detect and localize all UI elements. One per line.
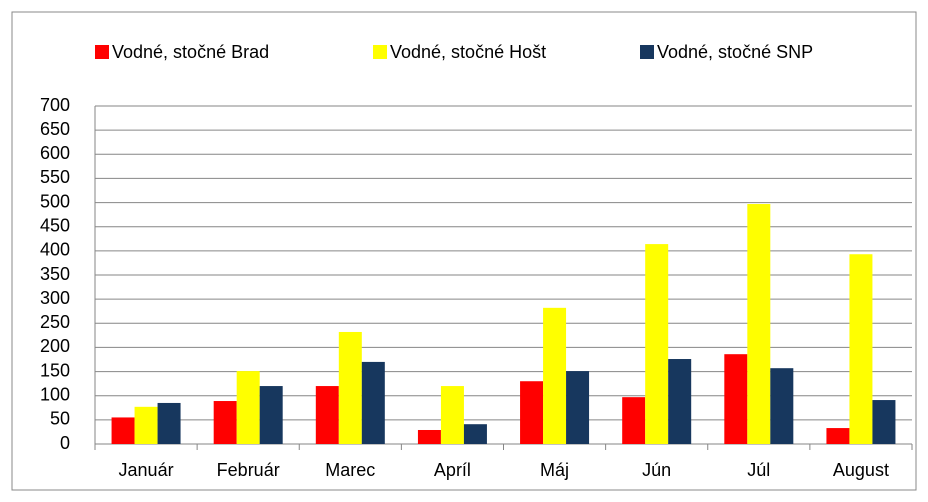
legend-swatch: [373, 45, 387, 59]
bar: [463, 424, 487, 444]
bar: [134, 406, 158, 444]
bar: [417, 429, 441, 444]
x-tick-label: Júl: [747, 460, 770, 480]
x-tick-label: Január: [119, 460, 174, 480]
y-tick-label: 0: [60, 433, 70, 453]
bar: [770, 368, 794, 444]
bar: [440, 386, 464, 444]
legend-label: Vodné, stočné Brad: [112, 42, 269, 62]
bar: [259, 386, 283, 444]
y-tick-label: 250: [40, 312, 70, 332]
x-tick-label: Máj: [540, 460, 569, 480]
bar: [872, 400, 896, 444]
y-tick-label: 550: [40, 167, 70, 187]
legend-label: Vodné, stočné SNP: [657, 42, 813, 62]
x-tick-label: Február: [217, 460, 280, 480]
y-tick-label: 300: [40, 288, 70, 308]
bar: [747, 204, 771, 444]
x-tick-label: Apríl: [434, 460, 471, 480]
bar: [111, 417, 135, 444]
bar: [826, 428, 850, 444]
bar: [361, 361, 385, 444]
x-tick-label: Jún: [642, 460, 671, 480]
y-tick-label: 400: [40, 240, 70, 260]
bar: [724, 354, 748, 444]
bar: [157, 402, 181, 444]
bar: [566, 371, 590, 444]
y-tick-label: 500: [40, 191, 70, 211]
legend-label: Vodné, stočné Hošt: [390, 42, 546, 62]
x-tick-label: August: [833, 460, 889, 480]
bar: [236, 371, 260, 444]
bar: [849, 254, 873, 444]
bar: [315, 386, 339, 444]
bar: [520, 381, 544, 444]
y-tick-label: 350: [40, 264, 70, 284]
x-tick-label: Marec: [325, 460, 375, 480]
bar: [622, 397, 646, 444]
legend-swatch: [640, 45, 654, 59]
y-tick-label: 100: [40, 384, 70, 404]
bar: [213, 401, 237, 444]
y-tick-label: 50: [50, 409, 70, 429]
y-tick-label: 450: [40, 215, 70, 235]
y-tick-label: 150: [40, 360, 70, 380]
y-tick-label: 600: [40, 143, 70, 163]
y-tick-label: 650: [40, 119, 70, 139]
legend-swatch: [95, 45, 109, 59]
bar: [543, 307, 567, 444]
bar: [668, 359, 692, 444]
y-tick-label: 200: [40, 336, 70, 356]
bar: [645, 244, 669, 444]
y-tick-label: 700: [40, 95, 70, 115]
bar: [338, 331, 362, 444]
